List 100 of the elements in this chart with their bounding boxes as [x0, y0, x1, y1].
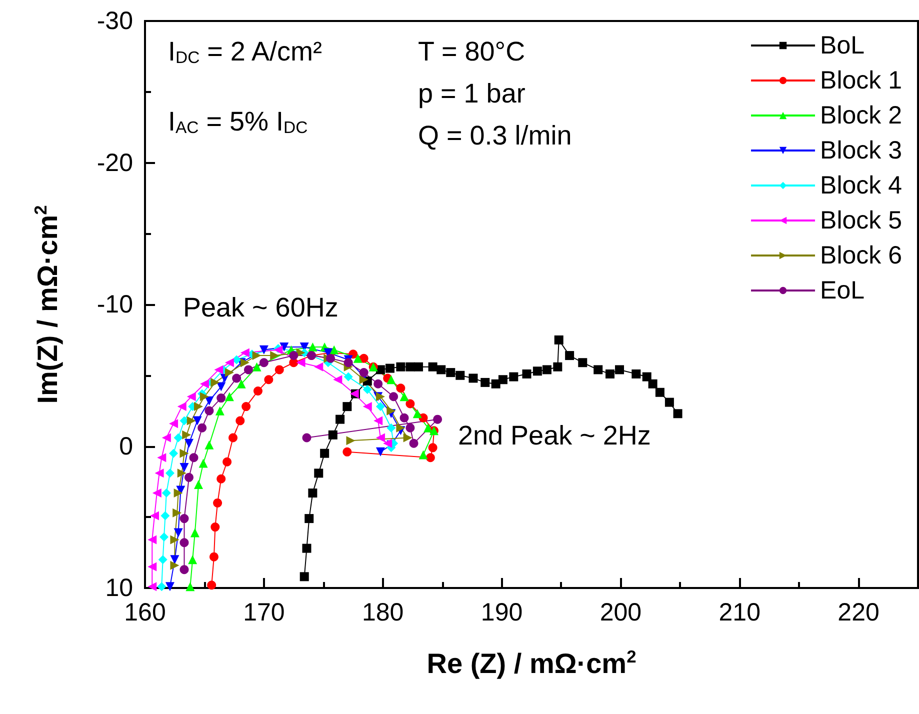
- point: [240, 348, 250, 358]
- point: [200, 379, 209, 388]
- point: [165, 468, 174, 478]
- point: [376, 433, 385, 442]
- point: [172, 508, 182, 518]
- legend-label: Block 2: [820, 102, 902, 130]
- point: [224, 392, 234, 402]
- point: [188, 555, 198, 564]
- point: [436, 365, 446, 374]
- point: [174, 488, 183, 498]
- point: [194, 480, 204, 490]
- point: [385, 364, 394, 373]
- y-tick-label: 0: [119, 432, 133, 460]
- point: [359, 368, 368, 378]
- point: [160, 511, 170, 520]
- legend-label: EoL: [820, 276, 865, 304]
- point: [594, 365, 603, 374]
- point: [302, 433, 312, 442]
- point: [180, 463, 189, 472]
- y-tick-label: -30: [96, 7, 133, 35]
- point: [342, 402, 352, 412]
- annotation: 2nd Peak ~ 2Hz: [458, 420, 651, 450]
- point: [182, 430, 192, 440]
- point: [418, 413, 428, 422]
- point: [184, 438, 194, 448]
- point: [177, 468, 186, 478]
- point: [403, 433, 412, 442]
- point: [198, 423, 207, 432]
- point: [157, 453, 166, 462]
- point: [498, 375, 508, 384]
- point: [186, 582, 195, 592]
- point: [400, 392, 409, 402]
- point: [418, 450, 428, 460]
- y-tick-label: -10: [96, 290, 133, 318]
- point: [148, 582, 157, 592]
- point: [176, 486, 186, 495]
- point: [152, 488, 162, 498]
- point: [578, 358, 588, 368]
- point: [308, 342, 318, 352]
- point: [289, 351, 298, 360]
- x-tick-label: 170: [243, 598, 285, 626]
- point: [207, 580, 216, 590]
- point: [406, 423, 415, 432]
- annotation: Peak ~ 60Hz: [183, 292, 338, 322]
- point: [359, 354, 368, 363]
- point: [189, 453, 198, 462]
- point: [180, 448, 189, 458]
- point: [605, 369, 614, 378]
- point: [344, 358, 353, 368]
- point: [642, 372, 652, 382]
- point: [204, 396, 214, 406]
- legend-label: BoL: [820, 32, 865, 60]
- point: [336, 414, 345, 424]
- point: [362, 402, 372, 412]
- point: [216, 394, 226, 403]
- point: [192, 416, 202, 426]
- point: [433, 414, 442, 424]
- point: [426, 453, 435, 462]
- point: [328, 430, 338, 440]
- point: [409, 438, 418, 448]
- point: [236, 416, 245, 426]
- point: [655, 388, 664, 397]
- point: [280, 342, 289, 352]
- point: [240, 358, 250, 368]
- point: [565, 351, 574, 360]
- point: [389, 392, 398, 402]
- point: [200, 392, 209, 402]
- point: [396, 384, 406, 393]
- point: [174, 433, 183, 442]
- point: [342, 447, 352, 456]
- point: [170, 555, 180, 564]
- point: [274, 365, 284, 374]
- point: [383, 438, 392, 448]
- x-tick-label: 190: [480, 598, 523, 626]
- point: [296, 358, 306, 368]
- point: [222, 457, 232, 466]
- point: [165, 582, 174, 592]
- point: [224, 358, 234, 368]
- point: [215, 406, 224, 416]
- x-tick-label: 200: [600, 598, 642, 626]
- point: [412, 409, 422, 418]
- point: [216, 474, 226, 484]
- point: [326, 354, 336, 363]
- point: [170, 535, 180, 544]
- point: [180, 514, 189, 524]
- point: [160, 532, 169, 542]
- point: [194, 402, 204, 412]
- point: [252, 362, 262, 372]
- legend-label: Block 3: [820, 136, 902, 164]
- x-tick-label: 210: [718, 598, 760, 626]
- point: [190, 528, 200, 538]
- point: [259, 345, 268, 354]
- point: [386, 423, 396, 432]
- point: [214, 365, 224, 374]
- point: [374, 379, 383, 388]
- point: [169, 419, 178, 428]
- point: [428, 362, 438, 372]
- point: [174, 528, 183, 538]
- point: [184, 472, 194, 482]
- point: [228, 433, 238, 442]
